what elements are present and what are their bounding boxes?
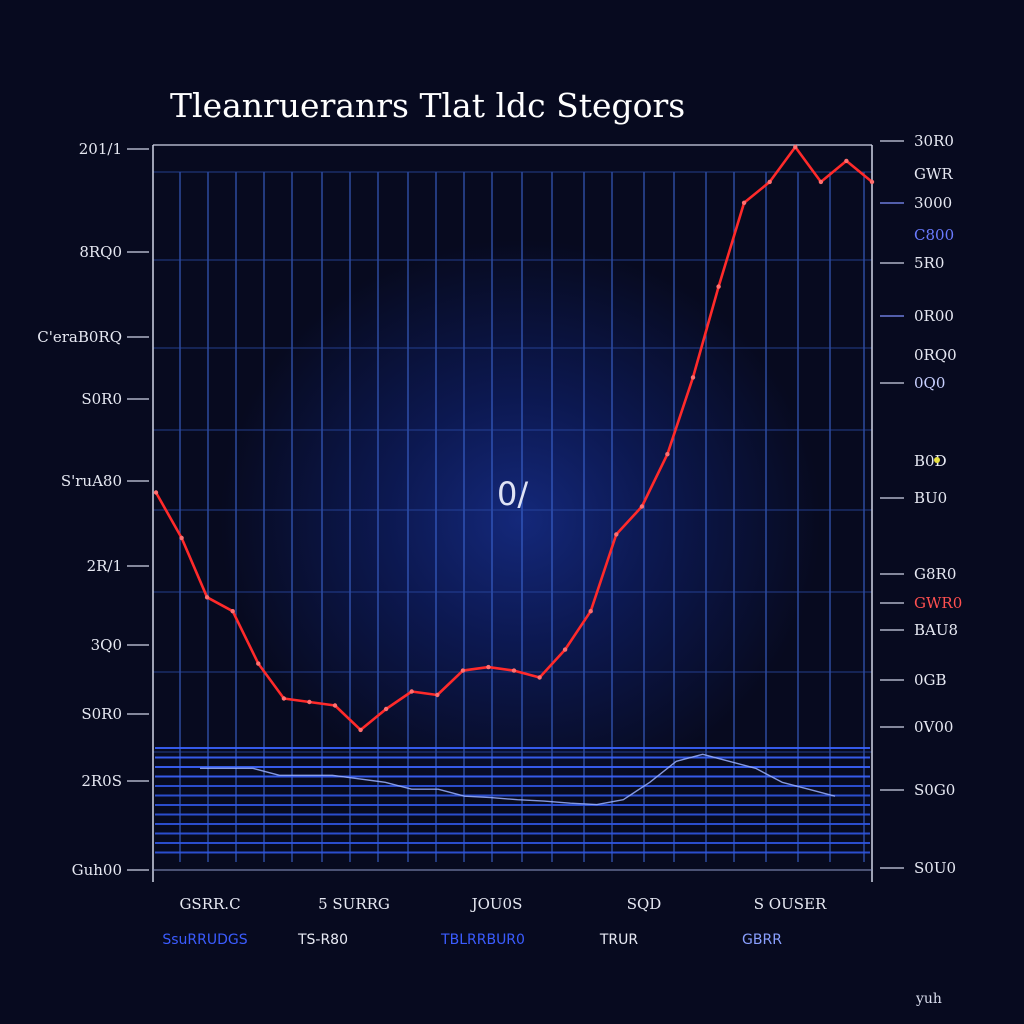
series-point bbox=[537, 675, 542, 680]
x-tick-label: S OUSER bbox=[754, 895, 827, 913]
legend-item: GBRR bbox=[742, 932, 782, 948]
y-tick-label-right: 5R0 bbox=[914, 254, 944, 272]
series-point bbox=[409, 689, 414, 694]
y-tick-label-left: C'eraB0RQ bbox=[37, 328, 122, 346]
y-tick-label-right: BU0 bbox=[914, 489, 947, 507]
legend-item: SsuRRUDGS bbox=[162, 932, 247, 948]
series-point bbox=[716, 284, 721, 289]
corner-label: yuh bbox=[915, 991, 942, 1007]
series-point bbox=[665, 452, 670, 457]
legend-item: TS-R80 bbox=[297, 932, 348, 948]
y-tick-label-left: 201/1 bbox=[79, 140, 122, 158]
series-point bbox=[435, 692, 440, 698]
series-point bbox=[690, 375, 696, 380]
axes bbox=[152, 144, 873, 882]
center-annotation: 0/ bbox=[497, 475, 528, 513]
y-tick-label-left: 3Q0 bbox=[91, 636, 122, 654]
series-point bbox=[639, 504, 645, 509]
series-point bbox=[256, 661, 261, 666]
series-point bbox=[741, 200, 747, 205]
series-point bbox=[153, 490, 159, 495]
series-point bbox=[562, 647, 568, 652]
series-point bbox=[767, 179, 772, 185]
legend-item: TBLRRBUR0 bbox=[440, 932, 525, 948]
bottom-grid-bands bbox=[155, 747, 870, 854]
series-point bbox=[204, 595, 210, 600]
series-point bbox=[818, 179, 824, 185]
x-tick-label: SQD bbox=[627, 895, 662, 913]
y-tick-label-right: 0R00 bbox=[914, 307, 954, 325]
series-line-2 bbox=[200, 753, 836, 806]
chart-title: Tleanrueranrs Tlat ldc Stegors bbox=[170, 86, 685, 125]
series-point bbox=[588, 609, 593, 614]
series-point bbox=[793, 144, 798, 150]
marker-dot bbox=[934, 457, 940, 463]
y-tick-label-left: S'ruA80 bbox=[61, 472, 122, 490]
legend-item: TRUR bbox=[599, 932, 639, 948]
series-point bbox=[307, 699, 312, 705]
y-tick-label-right: B0D bbox=[914, 452, 947, 470]
series-point bbox=[383, 706, 389, 712]
y-tick-label-right: GWR0 bbox=[914, 594, 962, 612]
series-point bbox=[869, 179, 875, 185]
y-axis-right: 30R0 GWR 3000 C800 5R0 0R00 0RQ0 0Q0 B0D BU0 G8R0 G… bbox=[880, 132, 962, 877]
series-point bbox=[358, 727, 363, 733]
x-tick-label: 5 SURRG bbox=[318, 895, 390, 913]
series-point bbox=[332, 703, 338, 708]
y-tick-label-left: 2R/1 bbox=[87, 557, 122, 575]
y-tick-label-left: S0R0 bbox=[81, 390, 122, 408]
y-axis-left: 201/1 8RQ0 C'eraB0RQ S0R0 S'ruA80 2R/1 3Q0 S0R0… bbox=[37, 140, 149, 879]
y-tick-label-left: Guh00 bbox=[72, 861, 122, 879]
series-point bbox=[844, 158, 849, 164]
y-tick-label-right: 0V00 bbox=[914, 718, 953, 736]
y-tick-label-right: 0Q0 bbox=[914, 374, 945, 392]
series-point bbox=[281, 696, 287, 701]
y-tick-label-right: S0U0 bbox=[914, 859, 956, 877]
legend: SsuRRUDGS TS-R80 TBLRRBUR0 TRUR GBRR bbox=[162, 932, 782, 948]
y-tick-label-right: BAU8 bbox=[914, 621, 958, 639]
y-tick-label-right: C800 bbox=[914, 226, 954, 244]
series-group bbox=[153, 144, 875, 806]
series-point bbox=[179, 535, 184, 541]
x-tick-label: GSRR.C bbox=[179, 895, 240, 913]
y-tick-label-right: S0G0 bbox=[914, 781, 955, 799]
x-tick-label: JOU0S bbox=[470, 895, 523, 913]
y-tick-label-right: G8R0 bbox=[914, 565, 956, 583]
series-point bbox=[486, 664, 491, 670]
series-point bbox=[230, 609, 235, 614]
y-tick-label-left: S0R0 bbox=[81, 705, 122, 723]
y-tick-label-right: 3000 bbox=[914, 194, 952, 212]
series-point bbox=[460, 668, 466, 673]
y-tick-label-right: 30R0 bbox=[914, 132, 954, 150]
y-tick-label-left: 2R0S bbox=[81, 772, 122, 790]
y-tick-label-right: 0RQ0 bbox=[914, 346, 957, 364]
series-point bbox=[614, 532, 619, 537]
y-tick-label-left: 8RQ0 bbox=[79, 243, 122, 261]
x-axis: GSRR.C 5 SURRG JOU0S SQD S OUSER bbox=[179, 895, 826, 913]
series-point bbox=[511, 668, 517, 673]
y-tick-label-right: 0GB bbox=[914, 671, 947, 689]
y-tick-label-right: GWR bbox=[914, 165, 953, 183]
